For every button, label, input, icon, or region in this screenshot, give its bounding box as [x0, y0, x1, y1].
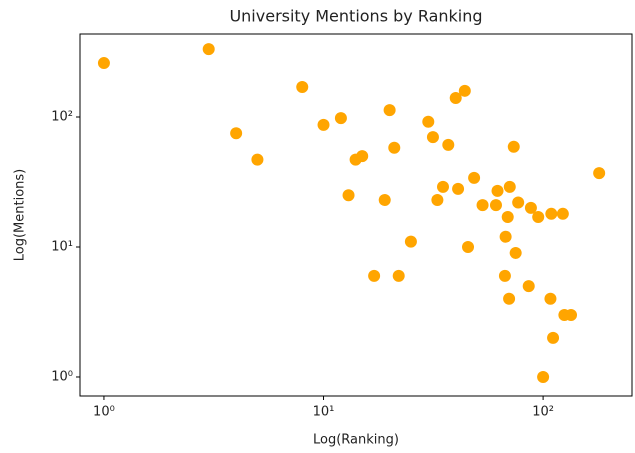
point	[436, 180, 449, 193]
point	[509, 246, 522, 259]
point	[452, 182, 465, 195]
point	[468, 171, 481, 184]
point	[512, 196, 525, 209]
point	[422, 115, 435, 128]
point	[392, 269, 405, 282]
point	[491, 184, 504, 197]
point	[489, 199, 502, 212]
point	[537, 370, 550, 383]
point	[498, 269, 511, 282]
point	[507, 140, 520, 153]
point	[356, 150, 369, 163]
y-axis-label: Log(Mentions)	[13, 169, 28, 262]
point	[383, 104, 396, 117]
point	[499, 230, 512, 243]
plot-frame	[79, 33, 633, 397]
point	[97, 57, 110, 70]
point	[503, 292, 516, 305]
point	[202, 43, 215, 56]
point	[501, 211, 514, 224]
x-tick-label: 10²	[532, 405, 554, 420]
y-tick-label: 10¹	[51, 239, 73, 254]
point	[593, 167, 606, 180]
chart-title: University Mentions by Ranking	[229, 7, 482, 26]
y-tick-label: 10²	[51, 109, 73, 124]
point	[503, 180, 516, 193]
point	[476, 199, 489, 212]
point	[524, 201, 537, 214]
point	[431, 193, 444, 206]
x-axis-label: Log(Ranking)	[313, 433, 399, 448]
point	[462, 240, 475, 253]
point	[230, 127, 243, 140]
point	[317, 118, 330, 131]
point	[251, 153, 264, 166]
x-tick-label: 10¹	[313, 405, 335, 420]
point	[388, 141, 401, 154]
point	[334, 112, 347, 125]
point	[426, 131, 439, 144]
x-tick-label: 10⁰	[93, 405, 115, 420]
point	[449, 92, 462, 105]
point	[342, 189, 355, 202]
point	[522, 280, 535, 293]
y-tick-label: 10⁰	[51, 369, 73, 384]
point	[556, 207, 569, 220]
point	[296, 81, 309, 94]
point	[368, 269, 381, 282]
point	[378, 193, 391, 206]
point	[458, 84, 471, 97]
point	[545, 207, 558, 220]
point	[442, 138, 455, 151]
point	[565, 308, 578, 321]
point	[544, 292, 557, 305]
point	[404, 235, 417, 248]
point	[532, 211, 545, 224]
point	[547, 331, 560, 344]
